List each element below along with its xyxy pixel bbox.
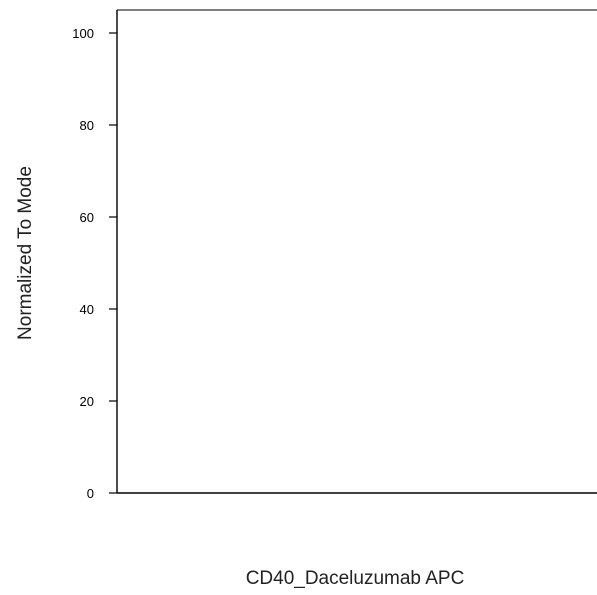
y-tick-label-20: 20 <box>80 394 94 409</box>
y-tick-label-0: 0 <box>87 486 94 501</box>
ticks-layer: 0204060801000103104105106 <box>72 26 117 501</box>
axes-layer <box>116 9 597 494</box>
x-axis-title: CD40_Daceluzumab APC <box>246 568 465 589</box>
y-tick-label-40: 40 <box>80 302 94 317</box>
y-tick-label-100: 100 <box>72 26 94 41</box>
y-axis-title: Normalized To Mode <box>15 166 36 340</box>
y-tick-label-80: 80 <box>80 118 94 133</box>
y-tick-label-60: 60 <box>80 210 94 225</box>
